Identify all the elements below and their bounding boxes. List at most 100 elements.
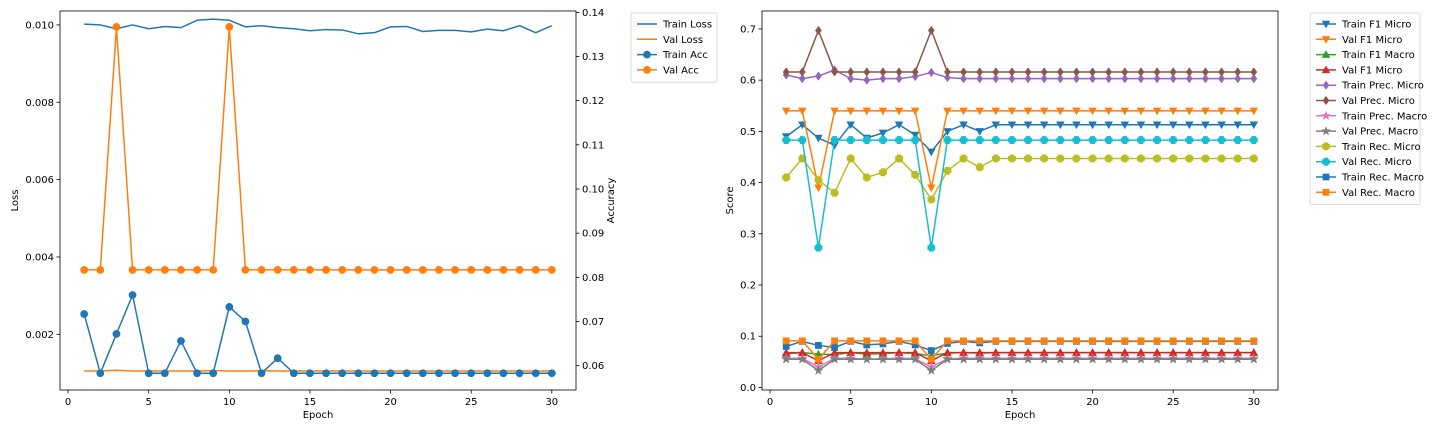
data-point — [1121, 337, 1129, 345]
series-train-prec-micro — [782, 65, 1258, 85]
legend-label: Train Prec. Macro — [1341, 111, 1427, 122]
data-point — [1040, 67, 1048, 77]
data-point — [1104, 121, 1113, 130]
data-point — [531, 265, 540, 274]
data-point — [1234, 337, 1242, 345]
data-point — [1232, 354, 1243, 364]
data-point — [831, 344, 838, 351]
data-point — [815, 25, 822, 36]
data-point — [1169, 136, 1178, 144]
legend-label: Train Acc — [662, 50, 708, 61]
data-point — [1233, 121, 1242, 130]
y-tick-label: 0.6 — [740, 76, 756, 87]
data-point — [943, 136, 952, 144]
series-val-f1-micro — [781, 107, 1259, 193]
data-point — [814, 184, 823, 193]
data-point — [911, 337, 919, 345]
data-point — [1201, 107, 1210, 116]
data-point — [894, 354, 905, 364]
y-axis-label: Score — [725, 186, 736, 214]
data-point — [991, 107, 1001, 116]
data-point — [1185, 107, 1194, 116]
data-point — [1200, 354, 1211, 364]
x-tick-label: 5 — [146, 397, 152, 408]
x-tick-label: 15 — [304, 397, 317, 408]
data-point — [128, 291, 137, 299]
data-point — [1218, 337, 1225, 345]
series-line — [786, 351, 1254, 362]
legend-label: Train Loss — [662, 20, 712, 31]
data-point — [144, 369, 153, 378]
data-point — [467, 265, 476, 274]
legend-marker — [643, 66, 651, 74]
data-point — [1137, 337, 1145, 345]
data-point — [927, 347, 935, 354]
data-point — [975, 107, 984, 116]
data-point — [306, 265, 314, 274]
data-point — [338, 369, 347, 378]
data-point — [1024, 74, 1032, 84]
data-point — [798, 136, 807, 144]
legend-marker — [1322, 173, 1330, 181]
data-point — [863, 67, 871, 77]
data-point — [1104, 154, 1113, 163]
data-point — [1153, 67, 1161, 77]
legend-marker — [1322, 142, 1330, 151]
y-tick-label: 0.2 — [740, 281, 756, 292]
legend-item: Train Rec. Micro — [1316, 142, 1421, 153]
data-point — [846, 136, 855, 144]
legend-item: Val Loss — [637, 35, 703, 46]
data-point — [1040, 74, 1048, 84]
legend: Train F1 Micro Val F1 Micro Train F1 Macro… — [1309, 12, 1427, 206]
data-point — [1056, 74, 1064, 84]
data-point — [499, 265, 508, 274]
data-point — [1121, 67, 1129, 77]
data-point — [927, 184, 936, 193]
x-tick-label: 15 — [1006, 397, 1019, 408]
legend-marker — [1322, 157, 1330, 166]
data-point — [863, 337, 871, 345]
legend-marker — [1322, 95, 1330, 106]
data-point — [1137, 136, 1145, 144]
data-point — [1039, 354, 1050, 364]
data-point — [847, 337, 855, 345]
data-point — [1202, 67, 1209, 77]
data-point — [418, 369, 427, 378]
data-point — [1072, 121, 1081, 130]
legend-marker — [1322, 188, 1330, 196]
data-point — [1136, 107, 1146, 116]
series-train-rec-micro — [782, 154, 1258, 204]
data-point — [830, 188, 839, 197]
data-point — [1121, 74, 1129, 84]
data-point — [942, 354, 953, 364]
y-tick-label: 0.002 — [25, 330, 54, 341]
legend-label: Train Rec. Micro — [1341, 142, 1421, 153]
legend-item: Val Prec. Micro — [1316, 95, 1415, 107]
data-point — [96, 265, 105, 274]
legend-marker — [1321, 110, 1331, 121]
data-point — [1153, 337, 1161, 345]
data-point — [975, 128, 984, 136]
data-point — [1153, 154, 1161, 163]
data-point — [990, 354, 1001, 364]
data-point — [960, 74, 967, 84]
y-axis: 0.0 0.1 0.2 0.3 0.4 0.5 0.6 0.7 — [740, 24, 762, 394]
data-point — [992, 337, 1000, 345]
data-point — [958, 354, 969, 364]
data-point — [1250, 74, 1258, 84]
data-point — [1040, 337, 1048, 345]
legend-label: Train F1 Macro — [1341, 50, 1415, 61]
series-val-prec-macro — [781, 354, 1259, 375]
data-point — [435, 265, 443, 274]
x-axis-label: Epoch — [303, 410, 334, 421]
data-point — [911, 136, 920, 144]
loss-accuracy-chart: 0 5 10 15 20 25 30Epoch0.0020.0040.0060.0080.0… — [10, 8, 718, 421]
legend-marker — [1321, 65, 1331, 74]
data-point — [483, 265, 492, 274]
data-point — [289, 265, 298, 274]
data-point — [1008, 154, 1016, 163]
data-point — [1056, 337, 1064, 345]
data-point — [1008, 136, 1016, 144]
data-point — [1185, 337, 1193, 345]
legend-item: Train F1 Micro — [1316, 20, 1411, 31]
